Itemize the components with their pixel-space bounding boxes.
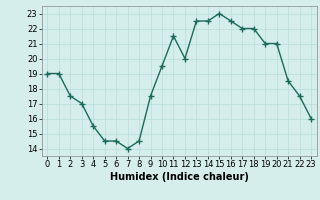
X-axis label: Humidex (Indice chaleur): Humidex (Indice chaleur) <box>110 172 249 182</box>
